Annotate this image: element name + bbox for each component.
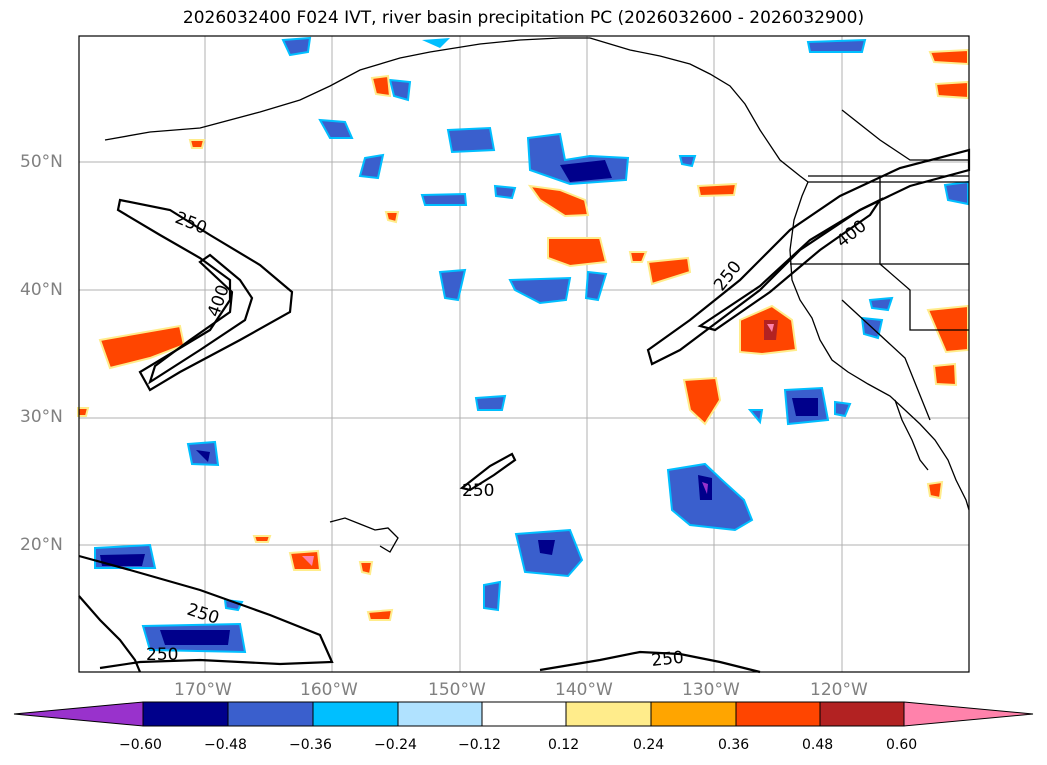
- blob-neg: [868, 296, 894, 312]
- blob-pos: [682, 376, 722, 426]
- lon-label: 120°W: [810, 680, 868, 700]
- colorbar-segment: [650, 701, 737, 727]
- blob-neg: [100, 554, 145, 566]
- contour-label: 250: [650, 648, 684, 671]
- blob-pos: [646, 256, 692, 286]
- blob-neg: [422, 38, 450, 48]
- blob-pos: [98, 324, 186, 370]
- colorbar-extend-left: [13, 701, 144, 727]
- blob-pos: [926, 304, 969, 354]
- blob-neg: [318, 118, 354, 139]
- blob-pos: [767, 324, 774, 332]
- lat-label: 30°N: [20, 407, 63, 427]
- blob-neg: [358, 153, 385, 180]
- blob-neg: [483, 580, 502, 612]
- blob-pos: [188, 139, 206, 149]
- lat-label: 50°N: [20, 152, 63, 172]
- colorbar-tick: 0.12: [548, 737, 580, 753]
- blob-neg: [160, 630, 230, 645]
- colorbar-tick: 0.24: [633, 737, 665, 753]
- blob-pos: [926, 480, 944, 500]
- lat-label: 20°N: [20, 535, 63, 555]
- colorbar-extend-right: [903, 701, 1034, 727]
- blob-pos: [302, 556, 314, 566]
- colorbar-segment: [565, 701, 652, 727]
- blob-neg: [747, 409, 764, 425]
- blob-pos: [77, 407, 90, 417]
- colorbar-tick: 0.36: [718, 737, 750, 753]
- ivt-contour-250-center: [459, 452, 517, 492]
- blob-neg: [388, 78, 412, 102]
- lon-label: 150°W: [428, 680, 486, 700]
- colorbar-segment: [312, 701, 399, 727]
- blob-neg: [196, 450, 210, 462]
- contour-label: 250: [146, 645, 178, 665]
- ivt-contour-250-east: [646, 148, 971, 366]
- colorbar-tick: −0.36: [289, 737, 332, 753]
- blob-pos: [358, 561, 374, 576]
- ivt-contour-250-south: [539, 650, 761, 674]
- lon-label: 170°W: [174, 680, 232, 700]
- blob-pos: [384, 211, 400, 224]
- colorbar-tick: −0.24: [374, 737, 417, 753]
- blob-pos: [288, 549, 322, 571]
- blob-neg: [281, 36, 312, 57]
- lon-label: 140°W: [555, 680, 613, 700]
- colorbar-segment: [819, 701, 905, 727]
- blob-pos: [547, 237, 608, 268]
- map-frame: [78, 35, 970, 673]
- ivt-contour-250-southwest: [78, 554, 334, 670]
- lat-label: 40°N: [20, 280, 63, 300]
- colorbar-segment: [481, 701, 567, 727]
- blob-pos: [527, 184, 590, 218]
- blob-neg: [538, 540, 555, 555]
- blob-neg: [678, 155, 697, 168]
- blob-pos: [934, 80, 969, 100]
- blob-neg: [792, 398, 818, 416]
- coastlines: [104, 37, 970, 553]
- blob-neg: [493, 184, 517, 200]
- colorbar-segment: [227, 701, 314, 727]
- colorbar-segment: [735, 701, 821, 727]
- ivt-contour-border: [78, 595, 142, 673]
- negative-precip-areas: [94, 36, 969, 654]
- blob-neg: [474, 394, 507, 411]
- blob-neg: [943, 180, 969, 206]
- ivt-contour-250: [116, 198, 294, 392]
- blob-neg: [446, 126, 496, 154]
- colorbar-tick: −0.60: [119, 737, 162, 753]
- colorbar-segment: [397, 701, 483, 727]
- lon-label: 160°W: [300, 680, 358, 700]
- colorbar-segment: [142, 701, 229, 727]
- blob-pos: [366, 608, 394, 621]
- blob-neg: [420, 192, 468, 206]
- blob-pos: [928, 48, 969, 66]
- blob-neg: [508, 276, 572, 305]
- gridlines: [79, 36, 969, 672]
- colorbar-tick: 0.48: [802, 737, 834, 753]
- positive-precip-areas: [77, 48, 969, 621]
- contour-label: 250: [462, 481, 494, 501]
- colorbar-tick: 0.60: [886, 737, 918, 753]
- blob-pos: [628, 251, 648, 263]
- colorbar: [13, 701, 1034, 727]
- blob-pos: [696, 182, 738, 198]
- map-title: 2026032400 F024 IVT, river basin precipi…: [182, 8, 865, 28]
- blob-neg: [438, 268, 467, 302]
- blob-pos: [932, 362, 958, 387]
- blob-neg: [584, 270, 608, 302]
- blob-pos: [252, 535, 272, 543]
- blob-neg: [702, 482, 708, 494]
- colorbar-tick: −0.48: [204, 737, 247, 753]
- blob-pos: [370, 74, 392, 98]
- blob-neg: [560, 160, 612, 182]
- blob-neg: [806, 38, 867, 53]
- ivt-contour-400-east: [697, 197, 884, 332]
- colorbar-tick: −0.12: [458, 737, 501, 753]
- lon-label: 130°W: [682, 680, 740, 700]
- ivt-contours: [78, 148, 971, 674]
- ivt-contour-400: [148, 253, 254, 385]
- blob-neg: [834, 400, 852, 418]
